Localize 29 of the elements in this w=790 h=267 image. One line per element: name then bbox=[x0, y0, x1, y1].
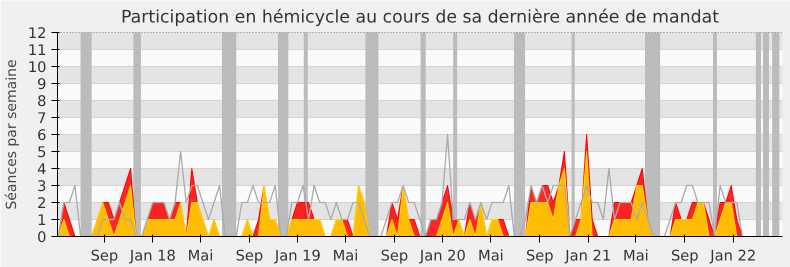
x-tick-label: Sep bbox=[236, 248, 264, 264]
x-tick-label: Jan 19 bbox=[274, 248, 321, 264]
x-tick-label: Mai bbox=[623, 248, 649, 264]
y-tick-label: 3 bbox=[37, 178, 47, 195]
y-tick-label: 8 bbox=[37, 93, 47, 110]
y-axis-title: Séances par semaine bbox=[4, 59, 20, 210]
y-tick-label: 7 bbox=[37, 110, 47, 127]
y-tick-label: 12 bbox=[28, 25, 47, 42]
y-tick-label: 0 bbox=[37, 229, 47, 246]
y-tick-label: 4 bbox=[37, 161, 47, 178]
x-tick-label: Sep bbox=[90, 248, 118, 264]
y-tick-label: 11 bbox=[28, 42, 47, 59]
y-tick-label: 1 bbox=[37, 212, 47, 229]
x-tick-label: Sep bbox=[670, 248, 699, 264]
x-tick-label: Jan 18 bbox=[128, 248, 176, 264]
y-tick-label: 10 bbox=[28, 59, 47, 76]
chart-title: Participation en hémicycle au cours de sa dernière année de mandat bbox=[121, 8, 720, 28]
y-tick-label: 5 bbox=[37, 144, 47, 161]
x-tick-label: Mai bbox=[332, 248, 358, 264]
y-tick-label: 2 bbox=[37, 195, 47, 212]
y-tick-label: 6 bbox=[37, 127, 47, 144]
x-tick-label: Sep bbox=[380, 248, 408, 264]
x-tick-label: Jan 20 bbox=[418, 248, 466, 264]
y-tick-label: 9 bbox=[37, 76, 47, 93]
x-tick-label: Mai bbox=[188, 248, 214, 264]
x-tick-label: Jan 22 bbox=[709, 248, 756, 264]
x-tick-label: Mai bbox=[478, 248, 504, 264]
x-tick-label: Sep bbox=[526, 248, 554, 264]
x-tick-label: Jan 21 bbox=[564, 248, 612, 264]
